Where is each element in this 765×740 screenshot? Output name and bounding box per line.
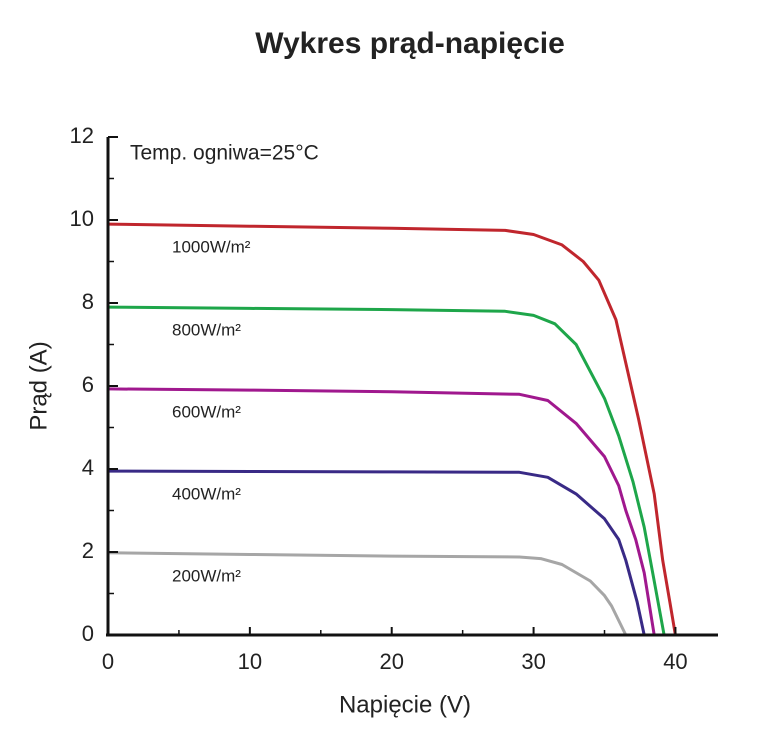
y-tick-label: 2 (82, 538, 94, 563)
series-label: 400W/m² (172, 485, 241, 504)
series-line (107, 387, 656, 636)
series-line (107, 222, 677, 636)
series-label: 600W/m² (172, 402, 241, 421)
chart-title: Wykres prąd-napięcie (255, 27, 565, 60)
x-tick-label: 20 (379, 649, 403, 674)
y-tick-label: 6 (82, 372, 94, 397)
series-line (107, 469, 646, 636)
y-tick-label: 12 (70, 123, 94, 148)
y-tick-label: 0 (82, 621, 94, 646)
series-label: 200W/m² (172, 566, 241, 585)
x-axis-label: Napięcie (V) (339, 691, 471, 718)
series-label: 1000W/m² (172, 238, 251, 257)
x-tick-label: 30 (521, 649, 545, 674)
x-tick-label: 40 (663, 649, 687, 674)
x-tick-label: 0 (102, 649, 114, 674)
y-axis-label: Prąd (A) (25, 341, 52, 430)
x-tick-label: 10 (238, 649, 262, 674)
y-tick-label: 8 (82, 289, 94, 314)
y-tick-label: 10 (70, 206, 94, 231)
annotation: Temp. ogniwa=25°C (130, 142, 319, 165)
series-line (107, 551, 628, 636)
series-line (107, 305, 666, 636)
y-tick-label: 4 (82, 455, 94, 480)
series-label: 800W/m² (172, 321, 241, 340)
